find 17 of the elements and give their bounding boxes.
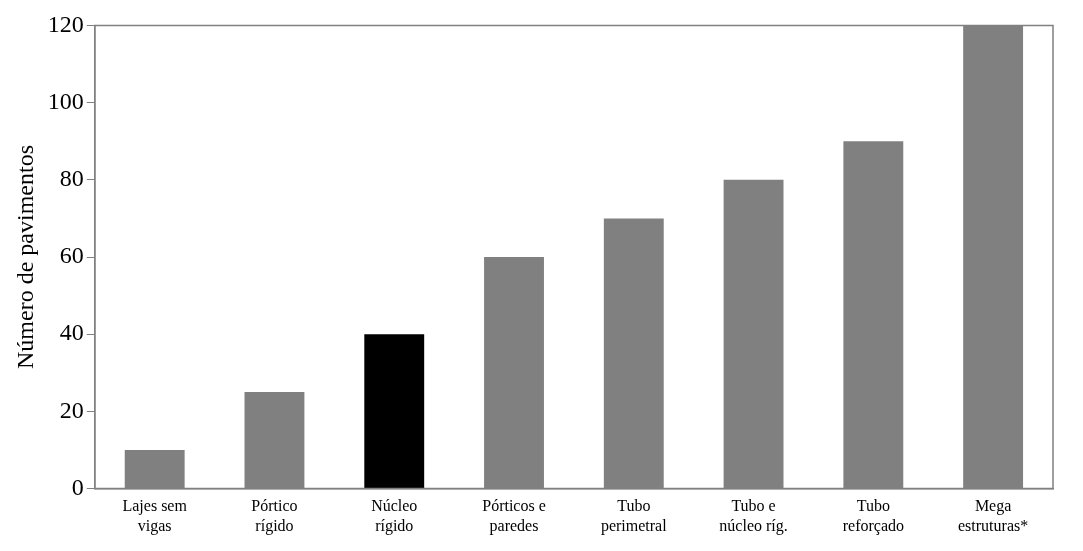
y-tick-label: 120	[47, 10, 84, 37]
y-tick-label: 60	[59, 242, 84, 269]
x-tick-label: Núcleo rígido	[371, 497, 418, 535]
y-tick-label: 40	[59, 319, 84, 346]
y-tick-label: 100	[47, 87, 84, 114]
x-tick-label: Mega estruturas*	[958, 497, 1029, 534]
x-tick-label: Tubo reforçado	[842, 497, 904, 535]
x-tick-label: Pórtico rígido	[251, 497, 298, 535]
bar	[364, 334, 425, 489]
x-tick-label: Tubo e núcleo ríg.	[719, 497, 788, 535]
x-tick-label: Lajes sem vigas	[122, 497, 188, 535]
x-tick-label: Pórticos e paredes	[482, 497, 546, 535]
y-tick-label: 0	[71, 473, 84, 500]
y-axis-title: Número de pavimentos	[11, 145, 38, 369]
y-tick-label: 20	[59, 396, 84, 423]
x-tick-label: Tubo perimetral	[600, 497, 668, 535]
y-tick-label: 80	[59, 165, 84, 192]
